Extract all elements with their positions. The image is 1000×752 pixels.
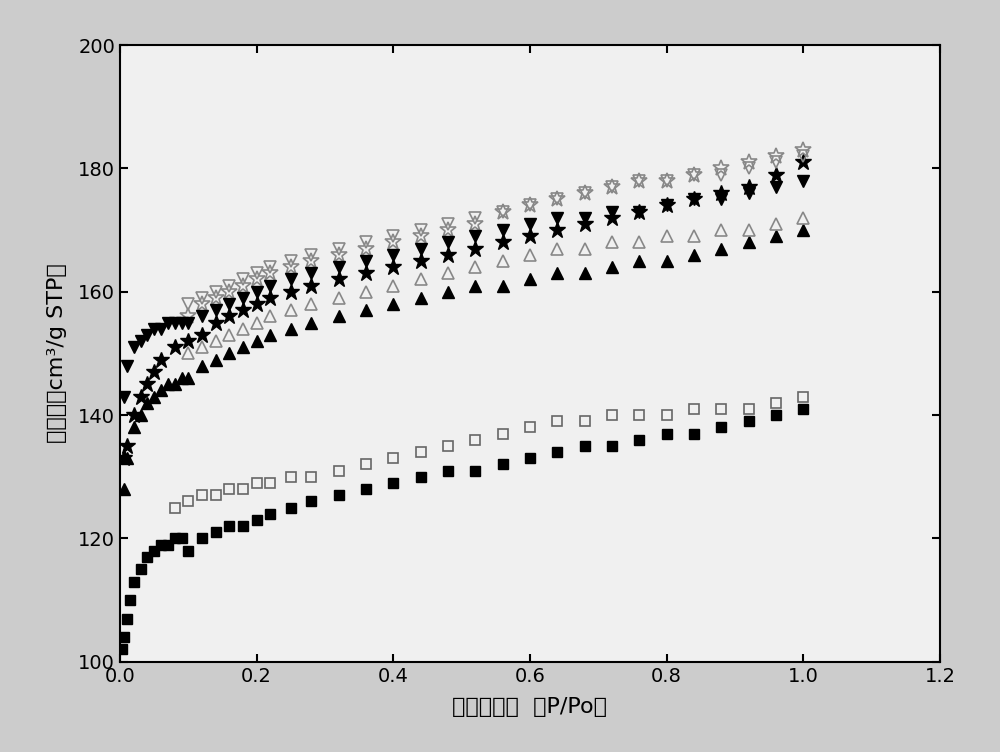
Y-axis label: 吸附量（cm³/g STP）: 吸附量（cm³/g STP） [47, 263, 67, 444]
X-axis label: 相对蒸汿压  （P/Po）: 相对蒸汿压 （P/Po） [452, 697, 608, 717]
